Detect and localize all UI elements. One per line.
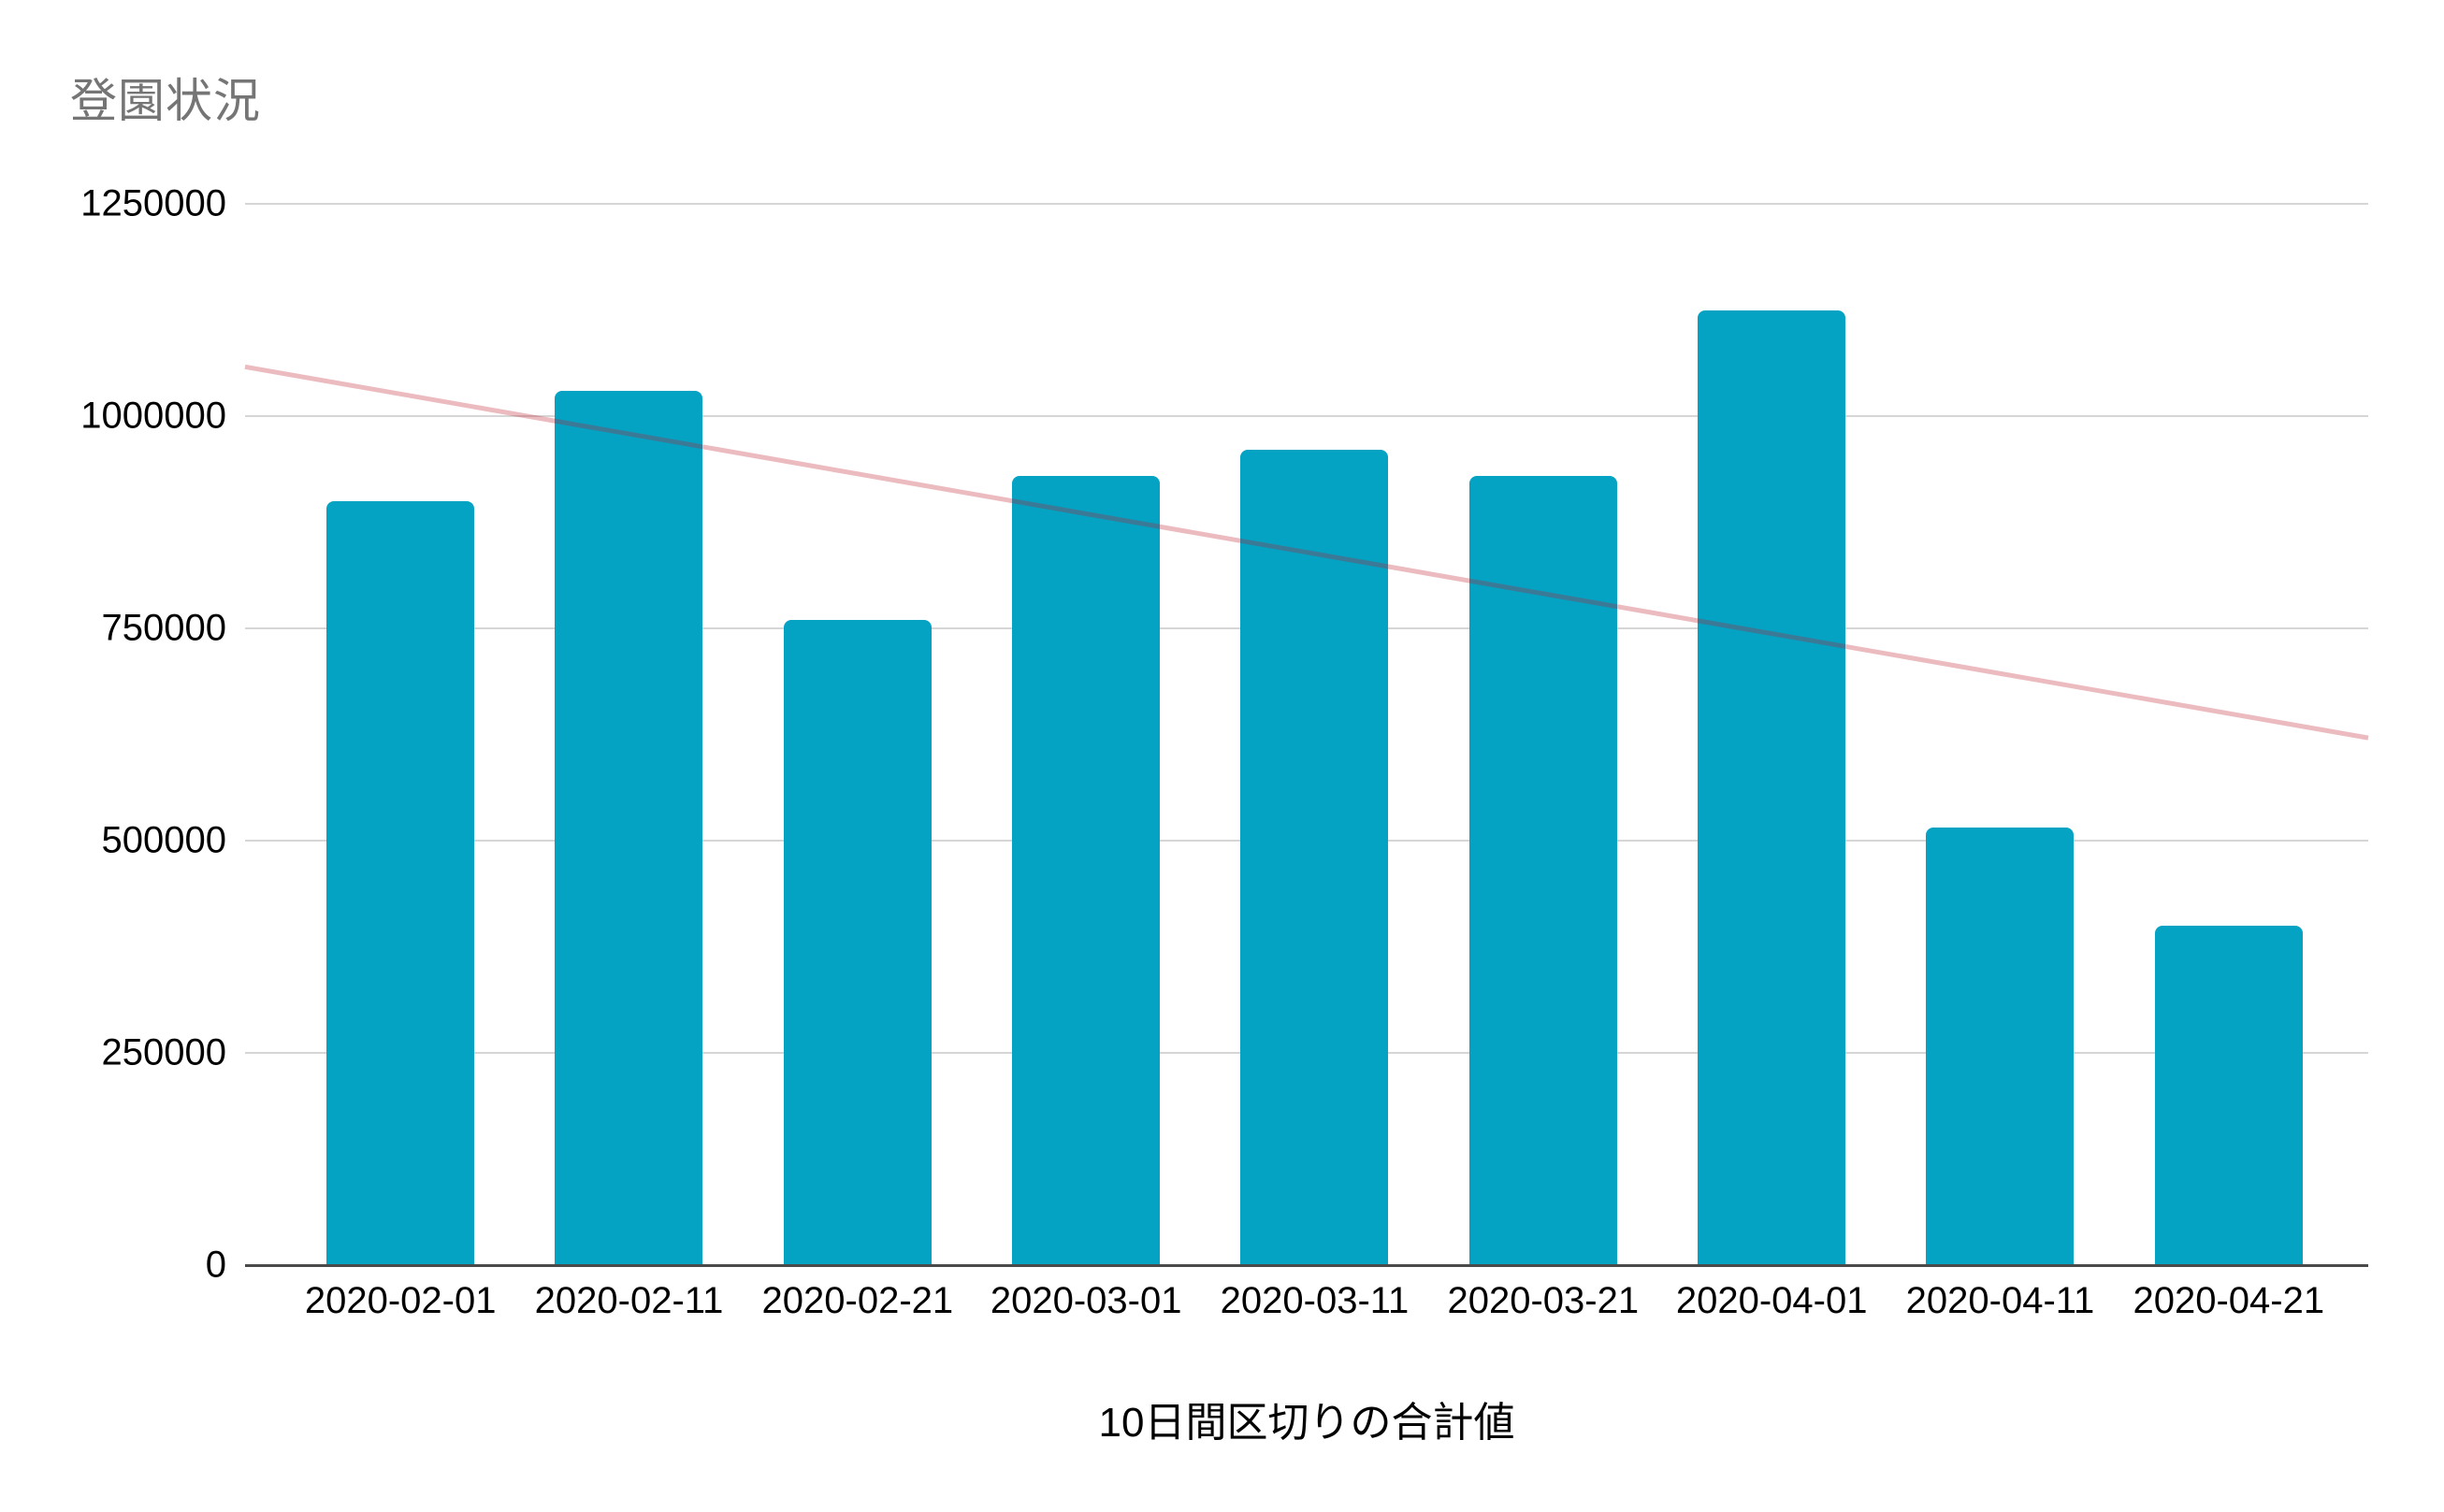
y-tick-label: 1250000: [80, 182, 226, 224]
x-tick-label: 2020-04-21: [2133, 1280, 2325, 1321]
bar-slot: [514, 204, 743, 1265]
bar-slot: [972, 204, 1200, 1265]
y-tick-label: 500000: [101, 819, 226, 861]
bar-slot: [2115, 204, 2343, 1265]
bar-slot: [1429, 204, 1657, 1265]
x-tick-label: 2020-02-01: [304, 1280, 497, 1321]
bar-2020-02-01[interactable]: [326, 500, 475, 1265]
bar-2020-04-01[interactable]: [1698, 310, 1846, 1265]
bar-2020-04-21[interactable]: [2154, 925, 2303, 1265]
bar-slot: [286, 204, 514, 1265]
trendline: [244, 364, 2369, 741]
chart-title: 登園状況: [70, 75, 261, 127]
x-axis-title: 10日間区切りの合計値: [1098, 1400, 1515, 1446]
trendline-segment: [244, 364, 2369, 741]
x-tick-label: 2020-04-01: [1675, 1280, 1868, 1321]
bar-slot: [1657, 204, 1886, 1265]
x-tick-label: 2020-02-11: [534, 1280, 724, 1321]
x-axis: 2020-02-01 2020-02-11 2020-02-21 2020-03-01…: [286, 1278, 2343, 1323]
bars: [286, 204, 2343, 1265]
y-tick-label: 250000: [101, 1031, 226, 1073]
plot-area: [244, 203, 2369, 1267]
bar-2020-03-01[interactable]: [1012, 475, 1161, 1265]
x-tick-label: 2020-03-01: [990, 1280, 1182, 1321]
x-tick-label: 2020-04-11: [1905, 1280, 2095, 1321]
bar-2020-02-21[interactable]: [783, 619, 932, 1265]
bar-2020-04-11[interactable]: [1926, 828, 2075, 1265]
gridline: [245, 203, 2368, 205]
bar-2020-02-11[interactable]: [555, 390, 703, 1265]
x-tick-label: 2020-03-21: [1447, 1280, 1640, 1321]
bar-2020-03-11[interactable]: [1240, 450, 1389, 1265]
bar-2020-03-21[interactable]: [1468, 475, 1617, 1265]
x-tick-label: 2020-03-11: [1220, 1280, 1410, 1321]
x-tick-label: 2020-02-21: [761, 1280, 954, 1321]
y-tick-label: 0: [205, 1244, 226, 1286]
y-axis: 0 250000 500000 750000 1000000 1250000: [0, 0, 226, 1512]
gridline: [245, 415, 2368, 417]
x-axis-line: [245, 1264, 2368, 1267]
y-tick-label: 750000: [101, 607, 226, 649]
y-tick-label: 1000000: [80, 395, 226, 437]
bar-slot: [744, 204, 972, 1265]
bar-slot: [1886, 204, 2114, 1265]
bar-slot: [1200, 204, 1428, 1265]
